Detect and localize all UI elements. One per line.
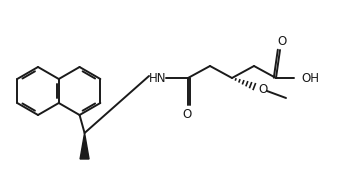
- Polygon shape: [80, 133, 89, 159]
- Text: OH: OH: [301, 71, 319, 84]
- Text: O: O: [182, 108, 192, 121]
- Text: HN: HN: [149, 71, 167, 84]
- Text: O: O: [258, 83, 268, 95]
- Text: O: O: [277, 34, 287, 47]
